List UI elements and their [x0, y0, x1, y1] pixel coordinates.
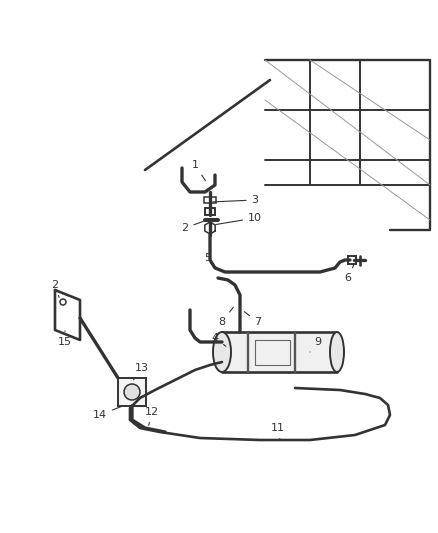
Text: 5: 5: [205, 253, 217, 268]
Text: 3: 3: [213, 195, 258, 205]
Text: 2: 2: [181, 221, 205, 233]
Text: 11: 11: [271, 423, 285, 440]
Text: 7: 7: [244, 312, 261, 327]
Text: 13: 13: [134, 363, 149, 379]
Bar: [348, 256, 356, 264]
Text: 6: 6: [345, 264, 354, 283]
Text: 8: 8: [219, 307, 233, 327]
Bar: [222, 332, 337, 372]
Text: 15: 15: [58, 331, 72, 347]
Ellipse shape: [213, 332, 231, 372]
Text: 9: 9: [310, 337, 321, 352]
Text: 14: 14: [93, 406, 123, 420]
Bar: [205, 208, 215, 215]
Ellipse shape: [124, 384, 140, 400]
Text: 1: 1: [191, 160, 205, 181]
Text: 2: 2: [51, 280, 59, 297]
Bar: [118, 378, 146, 406]
Text: 10: 10: [216, 213, 262, 224]
Ellipse shape: [330, 332, 344, 372]
Text: 12: 12: [145, 407, 159, 425]
Circle shape: [60, 299, 66, 305]
Bar: [204, 197, 216, 203]
Text: 4: 4: [212, 333, 226, 346]
